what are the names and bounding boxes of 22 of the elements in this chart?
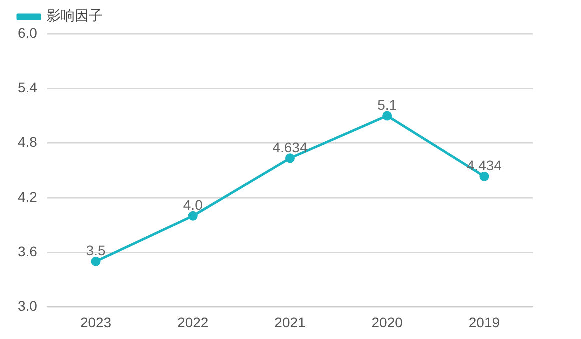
x-tick-label: 2020 [372, 314, 404, 330]
point [285, 154, 295, 164]
point [480, 172, 490, 182]
data-label: 4.634 [272, 139, 308, 156]
point [188, 211, 198, 221]
y-tick-label: 5.4 [18, 80, 38, 96]
y-tick-label: 4.8 [18, 134, 38, 150]
data-label: 3.5 [86, 242, 106, 259]
x-tick-label: 2021 [274, 314, 306, 330]
x-tick-label: 2019 [468, 314, 500, 330]
y-tick-label: 4.2 [18, 188, 38, 205]
point [91, 256, 101, 266]
y-tick-label: 3.6 [18, 243, 38, 260]
y-tick-label: 6.0 [18, 24, 38, 41]
x-tick-label: 2022 [178, 314, 209, 330]
data-label: 5.1 [378, 96, 398, 113]
data-label: 4.434 [466, 157, 502, 174]
legend-label: 影响因子 [47, 8, 103, 25]
x-tick-label: 2023 [80, 314, 112, 330]
data-label: 4.0 [183, 196, 204, 213]
point [382, 111, 392, 121]
y-tick-label: 3.0 [18, 298, 38, 314]
